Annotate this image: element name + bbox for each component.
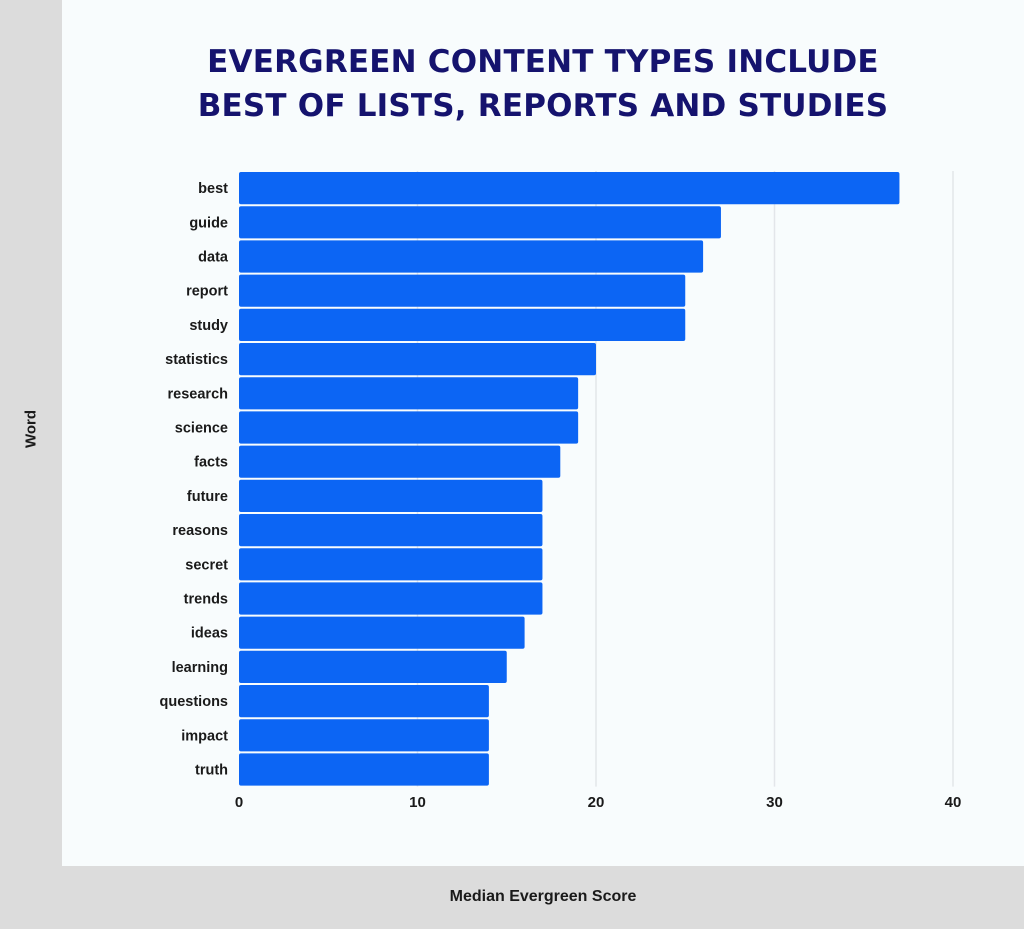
x-tick-labels: 0 10 20 30 40 [235, 794, 962, 811]
bar-study [239, 308, 686, 341]
y-tick-label-statistics: statistics [165, 352, 228, 368]
y-tick-label-facts: facts [194, 455, 228, 471]
bar-learning [239, 650, 507, 683]
bar-data [239, 240, 704, 273]
x-tick-label: 10 [409, 794, 426, 811]
x-axis-label: Median Evergreen Score [449, 888, 637, 905]
bar-impact [239, 719, 489, 752]
bar-future [239, 479, 543, 512]
bar-facts [239, 445, 561, 478]
x-tick-label: 20 [588, 794, 605, 811]
bar-secret [239, 548, 543, 581]
y-tick-label-science: science [175, 421, 228, 437]
y-tick-label-best: best [198, 181, 228, 197]
bar-ideas [239, 616, 525, 649]
bar-reasons [239, 514, 543, 547]
bar-statistics [239, 343, 596, 376]
bar-questions [239, 685, 489, 718]
y-tick-label-guide: guide [189, 215, 228, 231]
bar-best [239, 172, 900, 205]
bar-guide [239, 206, 721, 239]
y-tick-label-truth: truth [195, 763, 228, 779]
y-tick-label-study: study [189, 318, 228, 334]
gridlines [416, 171, 954, 787]
x-tick-label: 40 [945, 794, 962, 811]
y-tick-label-ideas: ideas [191, 626, 228, 642]
y-tick-label-report: report [186, 284, 228, 300]
y-tick-label-secret: secret [185, 557, 228, 573]
y-tick-label-reasons: reasons [172, 523, 228, 539]
bar-research [239, 377, 579, 410]
y-tick-label-learning: learning [172, 660, 228, 676]
y-tick-label-data: data [198, 250, 229, 266]
bar-truth [239, 753, 489, 786]
y-tick-labels: best guide data report study statistics resear… [160, 181, 229, 778]
y-tick-label-impact: impact [181, 728, 228, 744]
chart-title-line-2: BEST OF LISTS, REPORTS AND STUDIES [197, 88, 889, 124]
y-tick-label-questions: questions [160, 694, 228, 710]
x-tick-label: 30 [766, 794, 783, 811]
bar-trends [239, 582, 543, 615]
x-tick-label: 0 [235, 794, 243, 811]
bar-report [239, 274, 686, 307]
bar-science [239, 411, 579, 444]
chart-title-line-1: EVERGREEN CONTENT TYPES INCLUDE [207, 44, 879, 80]
y-tick-label-trends: trends [184, 592, 228, 608]
y-tick-label-research: research [168, 386, 228, 402]
bars [239, 172, 900, 786]
chart-title: EVERGREEN CONTENT TYPES INCLUDE BEST OF … [62, 40, 1024, 128]
y-tick-label-future: future [187, 489, 228, 505]
